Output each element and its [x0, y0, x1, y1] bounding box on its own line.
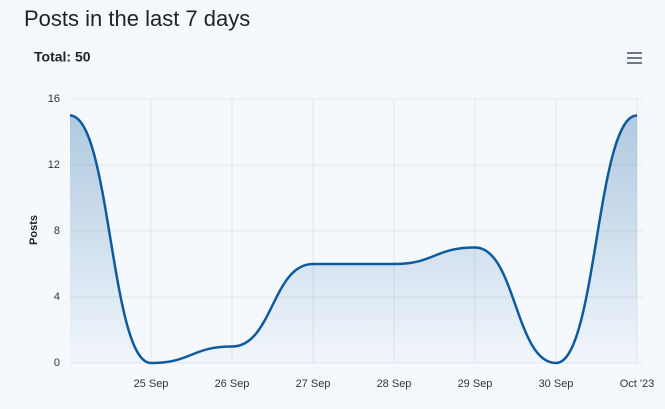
x-tick-label: 27 Sep	[296, 378, 331, 390]
y-tick-label: 12	[48, 159, 60, 171]
area-fill	[70, 115, 637, 363]
y-tick-label: 4	[54, 291, 60, 303]
menu-button[interactable]	[622, 48, 646, 68]
page-title: Posts in the last 7 days	[24, 6, 251, 31]
y-tick-label: 8	[54, 225, 60, 237]
x-tick-label: 29 Sep	[458, 378, 493, 390]
x-tick-label: 28 Sep	[377, 378, 412, 390]
x-tick-label: 25 Sep	[134, 378, 169, 390]
x-tick-label: Oct '23	[620, 378, 655, 390]
chart-subtitle: Total: 50	[34, 49, 91, 65]
y-tick-label: 16	[48, 93, 60, 105]
line	[69, 114, 638, 365]
x-tick-label: 26 Sep	[215, 378, 250, 390]
x-tick-label: 30 Sep	[539, 378, 574, 390]
y-axis-label: Posts	[28, 215, 40, 245]
y-tick-label: 0	[54, 357, 60, 369]
